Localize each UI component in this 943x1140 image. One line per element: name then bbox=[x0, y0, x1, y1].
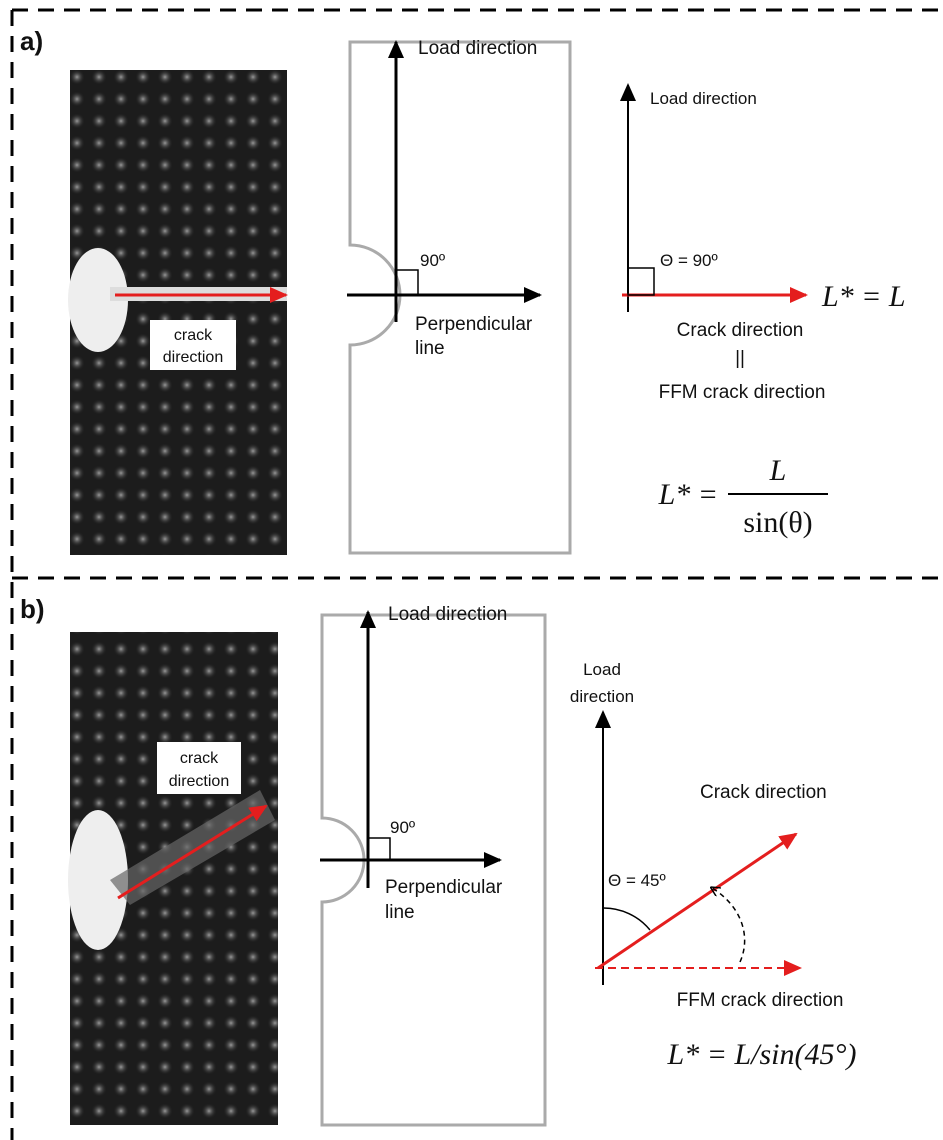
formula-numerator: L bbox=[769, 454, 787, 487]
photo bbox=[68, 70, 287, 555]
panel-label: b) bbox=[20, 594, 45, 624]
perpendicular-label: Perpendicular bbox=[415, 314, 533, 335]
panel-label: a) bbox=[20, 26, 43, 56]
angle-label: 90º bbox=[390, 818, 415, 837]
crack-direction: Crack direction bbox=[700, 782, 827, 803]
equal-sign: || bbox=[735, 348, 745, 369]
specimen bbox=[320, 612, 545, 1125]
formula: L* = L bbox=[821, 280, 906, 313]
load-direction: Load direction bbox=[650, 89, 757, 108]
ffm-direction: FFM crack direction bbox=[677, 990, 844, 1011]
formula-denominator: sin(θ) bbox=[743, 506, 812, 539]
angle-label: 90º bbox=[420, 251, 445, 270]
load-direction: Load direction bbox=[388, 604, 507, 625]
photo-label: crack bbox=[180, 750, 219, 767]
vector-diagram bbox=[595, 712, 800, 985]
perpendicular-label: line bbox=[385, 902, 415, 923]
formula-lhs: L* = bbox=[658, 478, 718, 511]
load-direction: Load bbox=[583, 660, 621, 679]
load-direction: Load direction bbox=[418, 38, 537, 59]
photo bbox=[68, 632, 278, 1125]
crack-direction: Crack direction bbox=[677, 320, 804, 341]
perpendicular-label: line bbox=[415, 338, 445, 359]
photo-label: direction bbox=[169, 773, 229, 790]
photo-label: crack bbox=[174, 327, 213, 344]
photo-label: direction bbox=[163, 349, 223, 366]
angle-label: Θ = 90º bbox=[660, 251, 718, 270]
perpendicular-label: Perpendicular bbox=[385, 877, 503, 898]
ffm-direction: FFM crack direction bbox=[659, 382, 826, 403]
specimen bbox=[347, 42, 570, 553]
vector-diagram bbox=[622, 85, 806, 312]
load-direction: direction bbox=[570, 687, 634, 706]
formula: L* = L/sin(45°) bbox=[667, 1038, 857, 1071]
angle-label: Θ = 45º bbox=[608, 871, 666, 890]
figure: a) crack direction Load direction 90º Pe… bbox=[0, 0, 943, 1140]
